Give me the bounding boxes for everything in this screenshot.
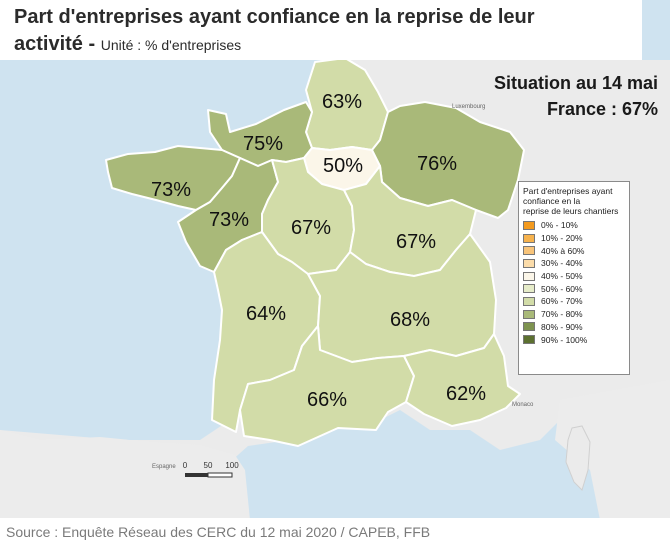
legend-title-line3: reprise de leurs chantiers <box>523 206 619 216</box>
legend-title: Part d'entreprises ayant confiance en la… <box>523 186 625 216</box>
legend-swatch <box>523 322 535 332</box>
legend-item: 80% - 90% <box>523 321 625 334</box>
label-occitanie: 66% <box>307 389 347 411</box>
legend-title-line1: Part d'entreprises ayant <box>523 186 613 196</box>
legend-label: 0% - 10% <box>541 220 578 231</box>
legend-swatch <box>523 258 535 268</box>
legend-item: 60% - 70% <box>523 295 625 308</box>
legend-label: 40% - 50% <box>541 271 583 282</box>
legend-label: 90% - 100% <box>541 334 588 345</box>
page-subtitle: Unité : % d'entreprises <box>100 37 242 53</box>
legend-label: 50% - 60% <box>541 283 583 294</box>
legend-label: 10% - 20% <box>541 233 583 244</box>
scale-tick-100: 100 <box>225 461 239 470</box>
legend-swatch <box>523 284 535 294</box>
legend-label: 80% - 90% <box>541 321 583 332</box>
scale-segment-2 <box>207 472 233 478</box>
legend-item: 40% - 50% <box>523 270 625 283</box>
legend-item: 30% - 40% <box>523 257 625 270</box>
spain-land <box>0 430 250 520</box>
place-luxembourg: Luxembourg <box>452 104 485 110</box>
label-bourgogne-franche-comte: 67% <box>396 231 436 253</box>
legend-item: 50% - 60% <box>523 282 625 295</box>
legend-swatch <box>523 246 535 256</box>
place-monaco: Monaco <box>512 402 534 408</box>
regions-layer <box>105 57 525 447</box>
legend-label: 40% à 60% <box>541 245 585 256</box>
label-centre-val-de-loire: 67% <box>291 217 331 239</box>
place-espagne: Espagne <box>152 464 176 470</box>
label-pays-de-la-loire: 73% <box>209 209 249 231</box>
legend-label: 70% - 80% <box>541 309 583 320</box>
situation-box: Situation au 14 mai France : 67% <box>494 70 658 122</box>
legend-item: 70% - 80% <box>523 308 625 321</box>
label-hauts-de-france: 63% <box>322 91 362 113</box>
legend-item: 0% - 10% <box>523 219 625 232</box>
page-title-line1: Part d'entreprises ayant confiance en la… <box>14 6 535 28</box>
corsica <box>565 425 591 491</box>
legend-title-line2: confiance en la <box>523 196 581 206</box>
source-band <box>0 518 670 546</box>
source-note: Source : Enquête Réseau des CERC du 12 m… <box>6 524 431 540</box>
label-nouvelle-aquitaine: 64% <box>246 303 286 325</box>
scale-bar: 0 50 100 <box>183 461 239 478</box>
scale-segment-1 <box>185 473 208 477</box>
legend-item: 90% - 100% <box>523 333 625 346</box>
italy-land <box>555 380 670 520</box>
page-title-line2: activité - Unité : % d'entreprises <box>14 33 241 56</box>
situation-france: France : 67% <box>546 99 658 119</box>
region-labels: 63% 75% 50% 76% 73% 73% 67% 67% 64% 68% … <box>151 91 486 411</box>
label-auvergne-rhone-alpes: 68% <box>390 309 430 331</box>
label-grand-est: 76% <box>417 153 457 175</box>
scale-tick-50: 50 <box>204 461 213 470</box>
label-bretagne: 73% <box>151 179 191 201</box>
legend-item: 10% - 20% <box>523 232 625 245</box>
page-title-line2-text: activité - <box>14 33 101 55</box>
scale-tick-0: 0 <box>183 461 188 470</box>
label-paca: 62% <box>446 383 486 405</box>
label-ile-de-france: 50% <box>323 155 363 177</box>
situation-date: Situation au 14 mai <box>493 73 658 93</box>
legend-swatch <box>523 233 535 243</box>
legend-swatch <box>523 335 535 345</box>
label-normandie: 75% <box>243 133 283 155</box>
legend-item: 40% à 60% <box>523 244 625 257</box>
legend-label: 30% - 40% <box>541 258 583 269</box>
title-box: Part d'entreprises ayant confiance en la… <box>0 0 642 60</box>
region-paca <box>403 333 521 427</box>
legend-swatch <box>523 296 535 306</box>
legend: Part d'entreprises ayant confiance en la… <box>518 181 630 375</box>
legend-label: 60% - 70% <box>541 296 583 307</box>
legend-items: 0% - 10% 10% - 20% 40% à 60% 30% - 40% 40% -… <box>523 219 625 346</box>
legend-swatch <box>523 309 535 319</box>
legend-swatch <box>523 271 535 281</box>
legend-swatch <box>523 220 535 230</box>
